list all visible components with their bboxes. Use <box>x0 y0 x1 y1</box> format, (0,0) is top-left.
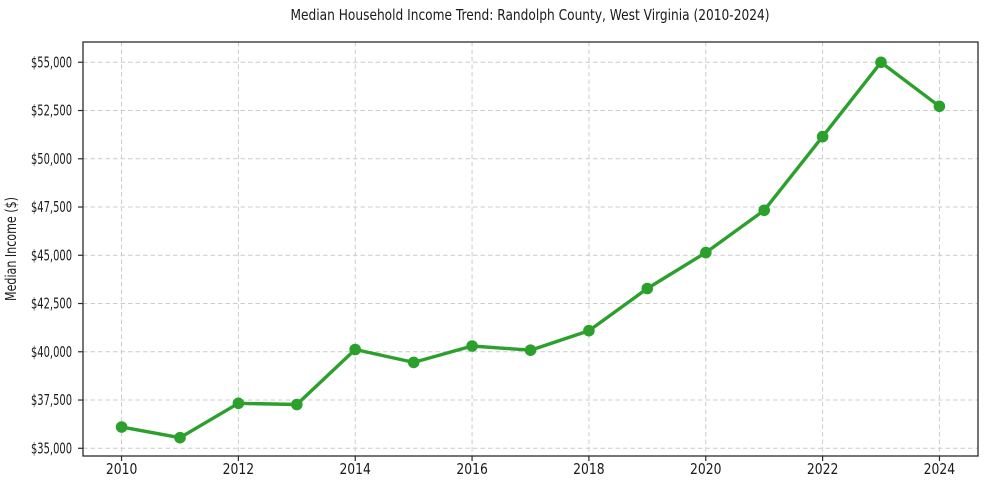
y-axis-label: Median Income ($) <box>2 197 20 301</box>
axes-border <box>82 41 979 457</box>
data-point <box>115 421 128 433</box>
data-point <box>466 340 478 352</box>
x-tick-label: 2012 <box>223 460 255 478</box>
data-point <box>291 398 303 411</box>
y-tick-label: $35,000 <box>31 439 72 457</box>
trend-line <box>119 60 942 440</box>
axes-layer: 2010 2012 2014 2016 2018 2020 2022 2024 $35,000 $… <box>31 41 979 478</box>
y-tick-label: $42,500 <box>31 295 72 313</box>
x-tick-label: 2010 <box>106 460 138 478</box>
data-point <box>875 56 887 69</box>
grid-layer <box>83 42 978 456</box>
x-tick-label: 2020 <box>690 460 722 478</box>
x-tick-label: 2016 <box>456 460 488 478</box>
data-point <box>349 343 362 356</box>
y-tick-label: $40,000 <box>31 343 72 361</box>
y-tick-label: $50,000 <box>31 150 72 168</box>
data-point <box>174 431 186 444</box>
data-point <box>816 130 829 143</box>
series-layer <box>115 56 946 444</box>
x-tick-label: 2018 <box>573 460 605 478</box>
x-tick-label: 2024 <box>924 460 956 478</box>
data-point <box>232 397 245 410</box>
data-point <box>758 204 770 217</box>
y-tick-label: $52,500 <box>31 102 72 120</box>
data-point <box>524 344 537 357</box>
data-point <box>583 324 595 337</box>
y-tick-label: $37,500 <box>31 391 72 409</box>
y-tick-label: $47,500 <box>31 198 72 216</box>
y-tick-label: $45,000 <box>31 246 72 264</box>
data-point <box>700 246 712 259</box>
x-tick-label: 2014 <box>339 460 371 478</box>
y-tick-label: $55,000 <box>31 53 72 71</box>
data-point <box>407 356 420 369</box>
data-point <box>641 282 654 295</box>
x-tick-label: 2022 <box>807 460 839 478</box>
data-point <box>933 100 946 113</box>
chart-title: Median Household Income Trend: Randolph … <box>291 6 770 24</box>
